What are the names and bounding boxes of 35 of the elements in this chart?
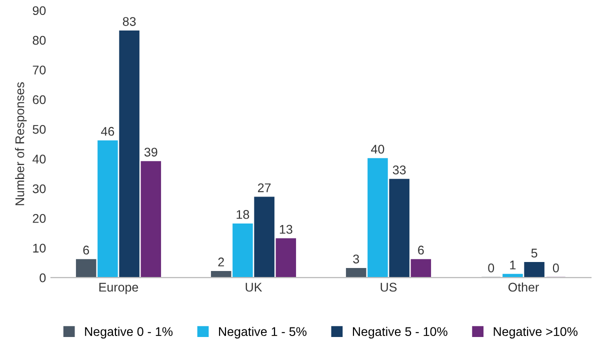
data-label: 6 [83, 246, 90, 255]
y-tick-label: 10 [33, 244, 46, 253]
data-label: 83 [122, 17, 136, 26]
x-tick-label: Europe [99, 282, 138, 294]
legend-label: Negative >10% [494, 326, 578, 338]
data-label: 33 [392, 166, 406, 174]
data-label: 1 [510, 260, 516, 270]
data-label: 18 [236, 210, 250, 219]
x-tick-label: UK [246, 282, 262, 292]
y-tick-label: 0 [40, 273, 46, 282]
data-label: 39 [144, 148, 158, 157]
data-label: 13 [280, 224, 292, 234]
legend-label: Negative 0 - 1% [85, 326, 173, 338]
x-tick-label: US [380, 282, 397, 292]
legend-label: Negative 1 - 5% [219, 326, 306, 338]
y-tick-label: 80 [32, 36, 46, 45]
y-tick-label: 60 [32, 95, 46, 104]
data-label: 0 [552, 264, 559, 272]
data-label: 3 [353, 254, 360, 264]
y-tick-label: 40 [32, 154, 46, 164]
data-label: 27 [258, 183, 271, 192]
x-tick-label: Other [508, 282, 539, 292]
data-label: 2 [218, 258, 224, 266]
y-tick-label: 30 [32, 184, 46, 194]
legend-label: Negative 5 - 10% [352, 326, 448, 338]
data-label: 46 [101, 126, 114, 136]
y-axis-title: Number of Responses [15, 82, 27, 206]
y-tick-label: 20 [32, 214, 46, 223]
data-label: 5 [531, 248, 538, 258]
data-label: 0 [488, 264, 494, 272]
y-tick-label: 70 [32, 66, 46, 74]
data-label: 40 [371, 144, 384, 154]
data-label: 6 [418, 246, 424, 255]
y-tick-label: 90 [32, 6, 46, 16]
y-tick-label: 50 [32, 124, 46, 134]
